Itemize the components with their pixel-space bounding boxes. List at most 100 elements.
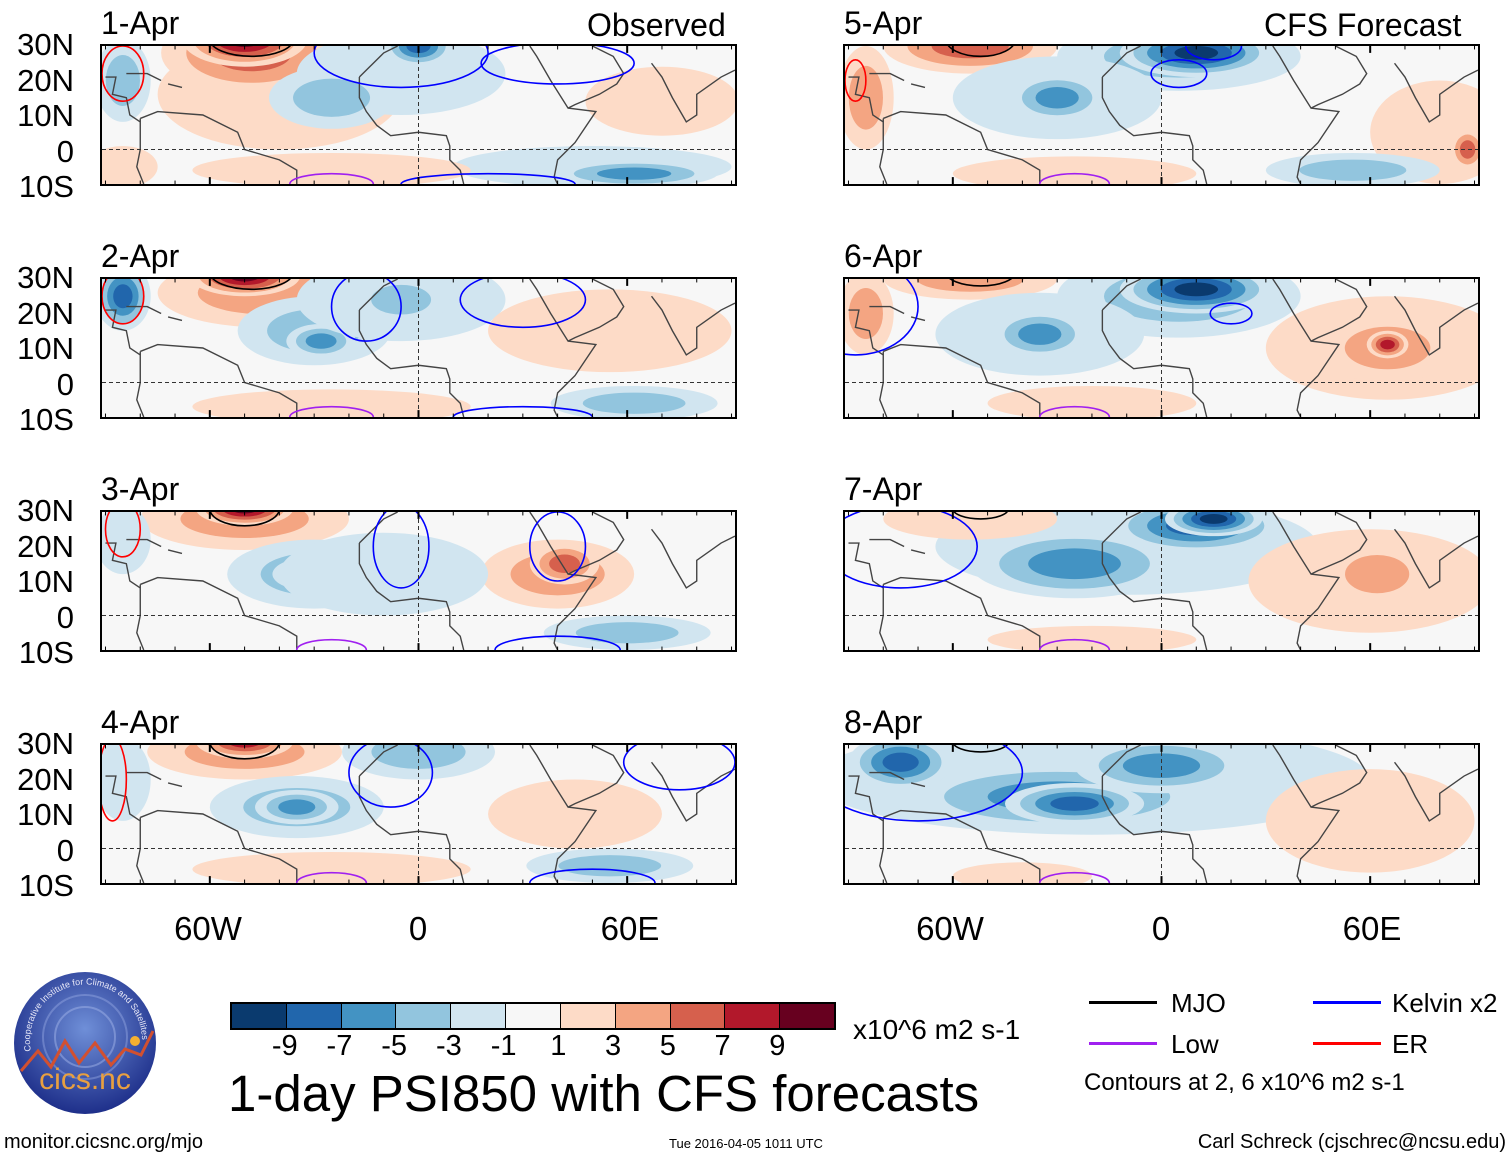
colorbar-units: x10^6 m2 s-1 [853,1014,1021,1045]
negative-anomaly [1028,548,1121,580]
wave-contour [102,46,144,101]
wave-contour [314,46,488,87]
coastline [168,317,182,320]
coastline [652,762,735,821]
coastline [1102,745,1140,776]
lat-label: 10S [18,169,74,204]
coastline [880,584,887,650]
lon-label-60w-left: 60W [174,910,242,947]
negative-anomaly [278,799,316,815]
map-panel-3-Apr [100,510,737,652]
coastline [137,351,144,417]
coastline [530,279,596,417]
colorbar [230,1002,836,1030]
lat-label: 30N [17,726,74,761]
colorbar-tick-label: -3 [436,1030,462,1062]
legend-label-kelvin: Kelvin x2 [1392,988,1498,1018]
cics-logo: cics.nc Cooperative Institute for Climat… [13,971,157,1115]
negative-anomaly [1174,282,1219,297]
negative-anomaly [582,392,686,414]
coastline [168,84,182,87]
lon-label-60e-right: 60E [1342,910,1402,947]
positive-anomaly [952,156,1197,184]
coastline [126,307,161,314]
coastline [1102,279,1140,310]
coastline [848,543,883,588]
negative-anomaly [558,855,662,877]
wave-contour [349,745,432,807]
legend-line-er [1313,1042,1381,1045]
wave-contour [290,407,373,417]
wave-contour [1040,640,1110,650]
coastline [140,811,297,883]
wave-contour [624,745,735,790]
wave-contour [845,279,918,355]
positive-anomaly [1265,769,1475,873]
negative-anomaly [575,622,679,644]
coastline [1102,46,1140,77]
colorbar-swatch [286,1004,342,1028]
coastline [1395,63,1478,122]
positive-anomaly [102,146,158,184]
negative-anomaly [102,512,151,575]
panel-date-left1: 2-Apr [101,238,180,274]
lat-label: 10N [17,98,74,133]
panel-date-left3: 4-Apr [101,704,180,740]
wave-contour [946,279,1016,286]
coastline [1311,512,1367,574]
negative-anomaly [113,284,133,309]
coastline [911,84,925,87]
colorbar-swatch [341,1004,397,1028]
coastline [869,773,904,780]
coastline [168,550,182,553]
legend-label-low: Low [1171,1029,1219,1059]
wave-contour [210,745,280,759]
coastline [883,112,1040,184]
panel-date-right0: 5-Apr [844,5,923,41]
footer-url[interactable]: monitor.cicsnc.org/mjo [4,1131,203,1153]
coastline [652,63,735,122]
coastline [126,540,161,547]
wave-contour [297,640,367,650]
negative-anomaly [371,745,466,769]
coastline [652,296,735,355]
coastline [137,817,144,883]
map-panel-7-Apr [843,510,1480,652]
coastline [105,543,140,588]
lat-label: 0 [56,366,74,402]
wave-contour [1040,873,1110,883]
coastline [168,783,182,786]
positive-anomaly [1459,140,1476,159]
wave-contour [453,407,592,417]
lat-label: 30N [17,493,74,528]
logo-text: cics.nc [39,1063,131,1096]
contour-note: Contours at 2, 6 x10^6 m2 s-1 [1084,1069,1405,1096]
coastline [126,773,161,780]
map-panel-2-Apr [100,277,737,419]
wave-contour [495,636,620,650]
colorbar-swatch [451,1004,507,1028]
coastline [1311,46,1367,108]
coastline [911,550,925,553]
coastline [137,118,144,184]
colorbar-tick-label: -1 [490,1030,517,1062]
colorbar-swatch [725,1004,781,1028]
panel-date-right2: 7-Apr [844,471,923,507]
coastline [848,310,883,355]
coastline [880,351,887,417]
positive-anomaly [192,389,471,417]
coastline [1273,512,1339,650]
panel-date-left2: 3-Apr [101,471,180,507]
coastline [140,345,297,417]
wave-contour [530,869,655,883]
coastline [530,512,596,650]
lat-label: 10N [17,331,74,366]
coastline [911,783,925,786]
panel-date-left0: 1-Apr [101,5,180,41]
wave-contour [401,174,575,184]
lon-label-60e-left: 60E [600,910,660,947]
positive-anomaly [192,851,471,883]
wave-contour [845,60,866,101]
lat-label: 20N [17,62,74,98]
colorbar-tick-label: -5 [381,1030,408,1062]
